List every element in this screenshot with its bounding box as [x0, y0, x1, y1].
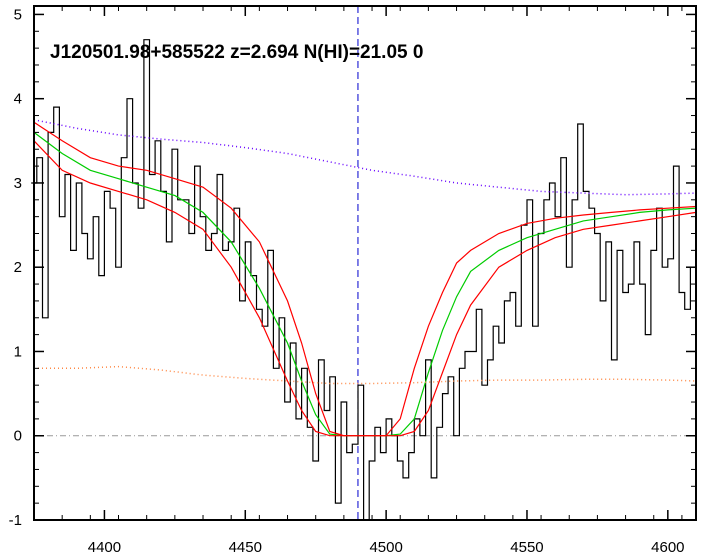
series-line-4: [33, 119, 697, 196]
y-tick-label: 1: [14, 343, 22, 360]
y-tick-label: 4: [14, 91, 22, 108]
y-tick-label: -1: [9, 512, 22, 529]
x-tick-label: 4550: [510, 539, 543, 556]
plot-frame: [33, 5, 697, 521]
y-tick-label: 2: [14, 259, 22, 276]
x-tick-label: 4600: [651, 539, 684, 556]
series-line-1: [33, 131, 697, 437]
chart-title: J120501.98+585522 z=2.694 N(HI)=21.05 0: [50, 42, 423, 63]
y-tick-label: 0: [14, 428, 22, 445]
plot-area: [31, 6, 697, 521]
series-line-3: [33, 140, 697, 437]
x-tick-label: 4400: [88, 539, 121, 556]
x-tick-label: 4500: [369, 539, 402, 556]
series-line-5: [34, 365, 697, 385]
tick-labels: 4400 4450 4500 4550 4600 -1 0 1 2 3 4 5: [9, 6, 685, 556]
y-tick-label: 5: [14, 6, 22, 23]
y-tick-label: 3: [14, 175, 22, 192]
axis-ticks: [33, 6, 696, 521]
series-line-0: [31, 39, 696, 521]
x-tick-label: 4450: [229, 539, 262, 556]
series-line-2: [33, 121, 697, 437]
